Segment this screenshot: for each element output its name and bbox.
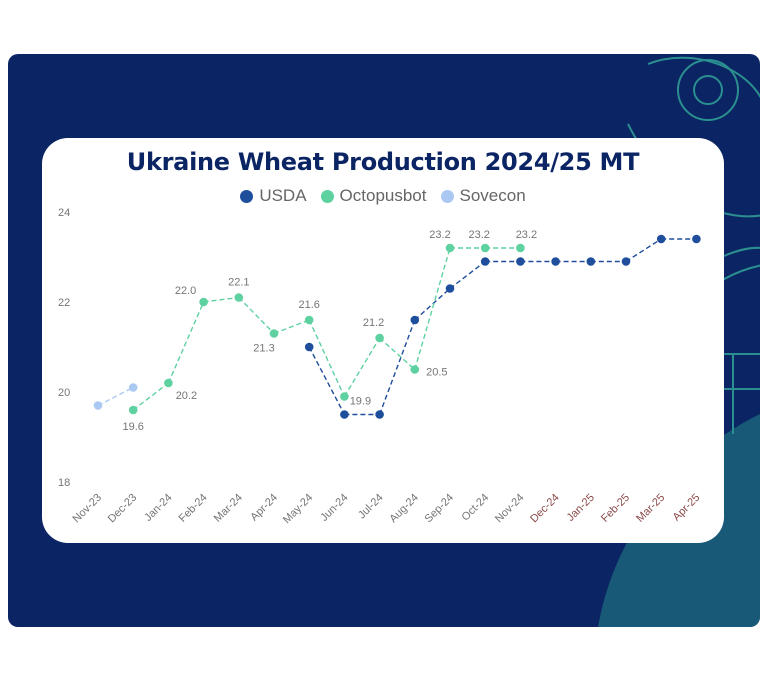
series-line-octopusbot	[238, 297, 275, 334]
data-point-usda	[375, 410, 384, 419]
data-point-octopusbot	[480, 243, 490, 253]
data-point-usda	[656, 234, 666, 244]
data-point-usda	[304, 342, 314, 352]
series-line-usda	[414, 287, 451, 321]
x-tick-label: Dec-24	[528, 492, 562, 526]
series-line-usda	[625, 238, 662, 263]
legend-label-sovecon: Sovecon	[459, 186, 526, 205]
data-label-octopusbot: 22.1	[228, 277, 249, 289]
data-point-usda	[551, 257, 560, 266]
x-tick-label: Feb-24	[177, 492, 210, 525]
legend-label-octopusbot: Octopusbot	[339, 186, 427, 205]
data-point-octopusbot	[445, 243, 455, 253]
x-tick-label: Mar-25	[634, 492, 667, 525]
series-line-octopusbot	[343, 337, 381, 397]
data-point-usda	[692, 234, 701, 244]
data-label-octopusbot: 20.2	[176, 390, 197, 402]
series-line-octopusbot	[308, 319, 346, 397]
legend-marker-octopusbot	[320, 189, 334, 203]
x-tick-label: Jan-25	[565, 492, 597, 524]
data-label-octopusbot: 23.2	[516, 229, 537, 241]
y-tick-label: 18	[58, 477, 70, 489]
data-point-octopusbot	[128, 405, 138, 415]
data-label-octopusbot: 21.2	[363, 317, 384, 329]
series-line-usda	[378, 319, 416, 415]
y-tick-label: 22	[58, 297, 70, 309]
data-point-octopusbot	[164, 378, 173, 388]
x-tick-label: Mar-24	[212, 492, 245, 525]
x-tick-label: Nov-23	[71, 492, 105, 526]
data-label-octopusbot: 23.2	[468, 229, 489, 241]
chart-card: Ukraine Wheat Production 2024/25 MT USDA…	[42, 138, 724, 543]
data-point-usda	[516, 257, 525, 266]
data-point-usda	[621, 257, 631, 266]
series-line-usda	[449, 260, 486, 290]
data-label-octopusbot: 20.5	[426, 367, 447, 379]
data-label-octopusbot: 22.0	[175, 285, 196, 297]
legend-marker-usda	[240, 189, 254, 203]
data-point-usda	[586, 257, 596, 266]
series-line-octopusbot	[379, 337, 416, 371]
data-point-sovecon	[128, 383, 138, 392]
data-point-octopusbot	[375, 333, 384, 343]
data-point-octopusbot	[269, 329, 279, 338]
series-line-usda	[308, 346, 346, 415]
series-line-sovecon	[97, 386, 134, 407]
data-point-usda	[340, 410, 349, 419]
data-point-octopusbot	[516, 243, 525, 253]
decorative-arc-1	[647, 56, 760, 99]
data-label-octopusbot: 19.9	[350, 396, 371, 408]
legend-item-octopusbot[interactable]: Octopusbot	[320, 186, 427, 206]
x-tick-label: Aug-24	[387, 492, 421, 526]
data-label-octopusbot: 21.6	[298, 299, 319, 311]
legend: USDA Octopusbot Sovecon	[42, 186, 724, 206]
x-tick-label: Dec-23	[106, 492, 140, 526]
data-point-sovecon	[93, 401, 103, 410]
x-tick-label: Jun-24	[318, 492, 350, 524]
series-line-octopusbot	[132, 382, 169, 411]
x-tick-label: Apr-24	[248, 492, 280, 524]
legend-item-usda[interactable]: USDA	[240, 186, 307, 206]
data-point-octopusbot	[410, 365, 420, 374]
data-point-octopusbot	[340, 392, 349, 401]
series-line-octopusbot	[203, 296, 239, 303]
data-label-octopusbot: 21.3	[253, 343, 274, 355]
x-tick-label: Sep-24	[423, 492, 457, 526]
legend-marker-sovecon	[440, 189, 454, 203]
chart-title: Ukraine Wheat Production 2024/25 MT	[126, 148, 640, 176]
x-tick-label: Apr-25	[671, 492, 703, 524]
decorative-circle-inner	[693, 75, 723, 105]
y-tick-label: 24	[58, 207, 70, 219]
series-line-octopusbot	[167, 301, 205, 384]
data-label-octopusbot: 23.2	[429, 229, 450, 241]
x-tick-label: Nov-24	[493, 492, 527, 526]
data-point-usda	[480, 257, 490, 266]
data-point-octopusbot	[199, 297, 208, 307]
x-tick-label: Jul-24	[356, 492, 386, 522]
x-tick-label: Jan-24	[142, 492, 174, 524]
x-tick-label: Feb-25	[599, 492, 632, 525]
series-line-octopusbot	[273, 319, 310, 335]
legend-item-sovecon[interactable]: Sovecon	[440, 186, 526, 206]
data-point-octopusbot	[234, 293, 244, 302]
y-tick-label: 20	[58, 387, 70, 399]
data-point-usda	[410, 315, 420, 325]
legend-label-usda: USDA	[259, 186, 307, 205]
data-point-octopusbot	[304, 315, 314, 325]
data-point-usda	[445, 284, 455, 293]
x-tick-label: Oct-24	[459, 492, 491, 524]
data-label-octopusbot: 19.6	[122, 421, 143, 433]
series-line-octopusbot	[414, 247, 451, 370]
x-tick-label: May-24	[281, 492, 315, 526]
